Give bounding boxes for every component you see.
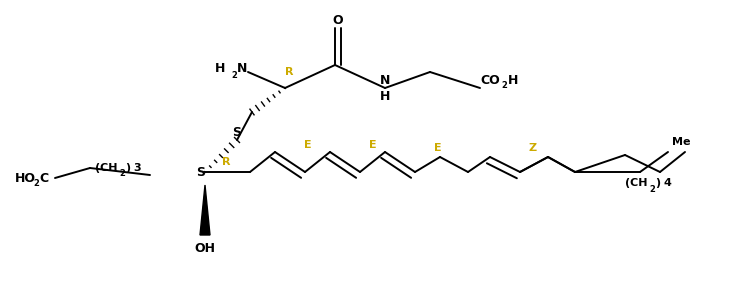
Text: CO: CO: [480, 74, 500, 86]
Text: 2: 2: [649, 185, 655, 193]
Text: E: E: [434, 143, 441, 153]
Text: H: H: [508, 74, 518, 86]
Text: 4: 4: [663, 178, 671, 188]
Text: E: E: [369, 140, 376, 150]
Text: R: R: [222, 157, 231, 167]
Text: (CH: (CH: [625, 178, 648, 188]
Text: 2: 2: [119, 169, 125, 178]
Text: OH: OH: [194, 241, 215, 255]
Text: (CH: (CH: [95, 163, 117, 173]
Text: ): ): [655, 178, 660, 188]
Polygon shape: [200, 185, 210, 235]
Text: 2: 2: [231, 71, 237, 79]
Text: H: H: [214, 62, 225, 74]
Text: Z: Z: [529, 143, 537, 153]
Text: C: C: [39, 171, 48, 185]
Text: 3: 3: [133, 163, 140, 173]
Text: 2: 2: [501, 81, 507, 91]
Text: O: O: [332, 13, 344, 26]
Text: N: N: [379, 74, 390, 86]
Text: E: E: [304, 140, 311, 150]
Text: R: R: [285, 67, 294, 77]
Text: 2: 2: [33, 180, 39, 188]
Text: HO: HO: [15, 171, 36, 185]
Text: ): ): [125, 163, 130, 173]
Text: S: S: [196, 166, 205, 178]
Text: N: N: [237, 62, 247, 74]
Text: Me: Me: [672, 137, 690, 147]
Text: H: H: [379, 89, 390, 103]
Text: S: S: [232, 125, 241, 139]
